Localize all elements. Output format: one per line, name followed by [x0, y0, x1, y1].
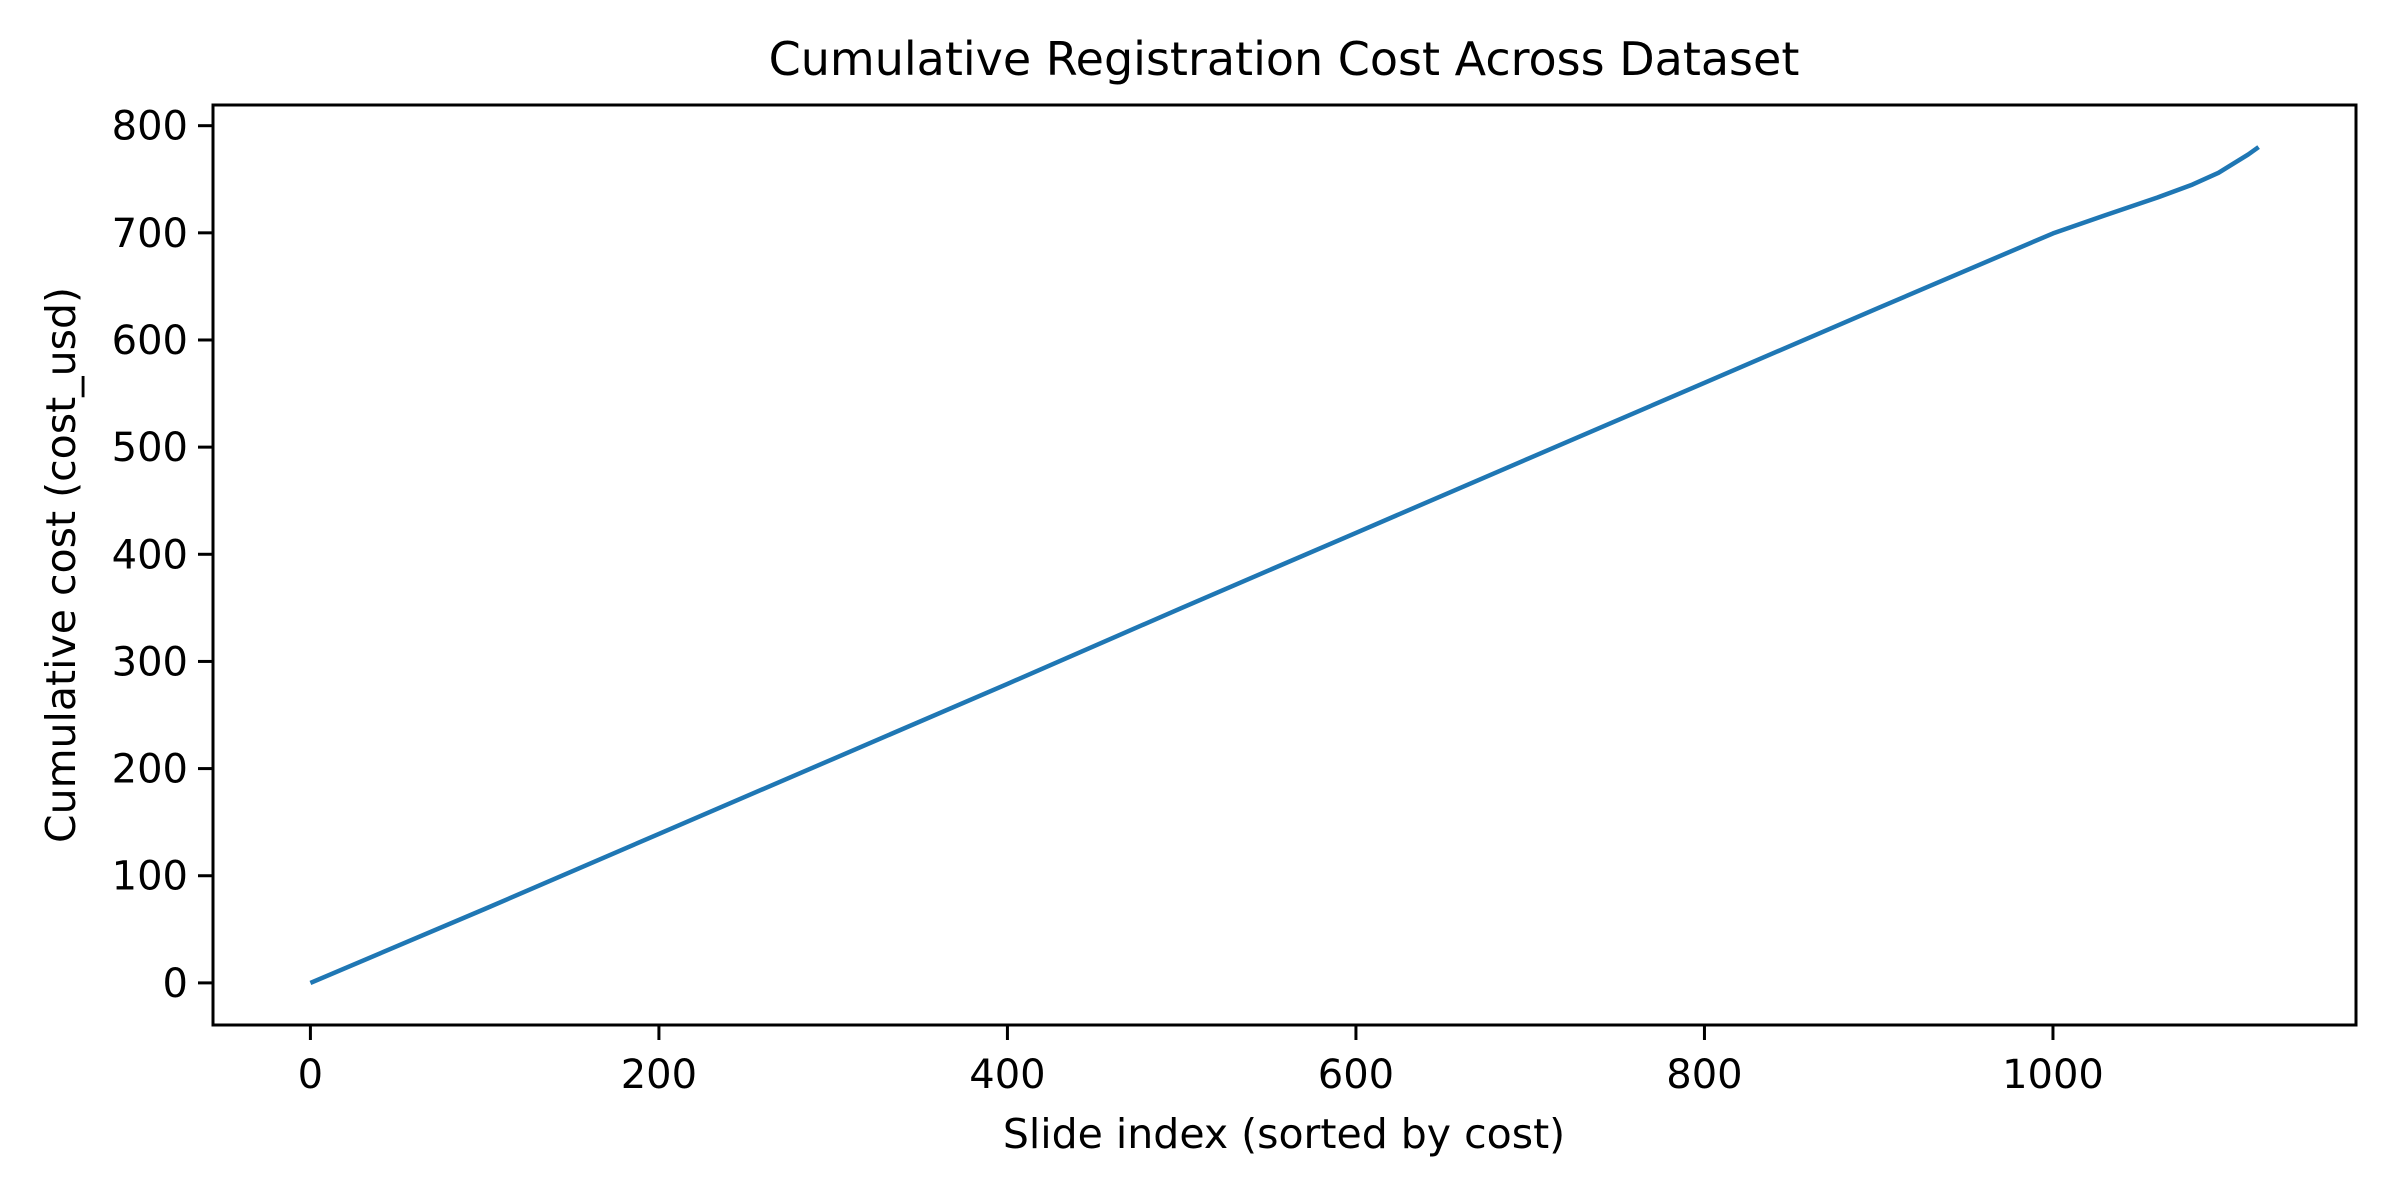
x-tick-label: 200: [621, 1052, 697, 1098]
y-tick-label: 400: [112, 532, 188, 578]
y-axis-label: Cumulative cost (cost_usd): [37, 287, 85, 843]
y-tick-label: 800: [112, 104, 188, 150]
y-axis-ticks: 0 100 200 300 400 500 600 700 800: [112, 104, 213, 1007]
x-axis-label: Slide index (sorted by cost): [1003, 1110, 1565, 1158]
chart-title: Cumulative Registration Cost Across Data…: [769, 32, 1800, 86]
y-tick-label: 700: [112, 211, 188, 257]
x-tick-label: 1000: [2002, 1052, 2104, 1098]
y-tick-label: 600: [112, 318, 188, 364]
y-tick-label: 0: [163, 961, 188, 1007]
y-tick-label: 500: [112, 425, 188, 471]
x-tick-label: 800: [1666, 1052, 1742, 1098]
x-tick-label: 400: [969, 1052, 1045, 1098]
y-tick-label: 300: [112, 639, 188, 685]
x-tick-label: 0: [298, 1052, 323, 1098]
axes-spines: [211, 103, 2358, 1027]
y-tick-label: 200: [112, 747, 188, 793]
y-tick-label: 100: [112, 854, 188, 900]
x-tick-label: 600: [1318, 1052, 1394, 1098]
x-axis-ticks: 0 200 400 600 800 1000: [298, 1025, 2104, 1098]
cumulative-cost-line: [309, 145, 2260, 985]
